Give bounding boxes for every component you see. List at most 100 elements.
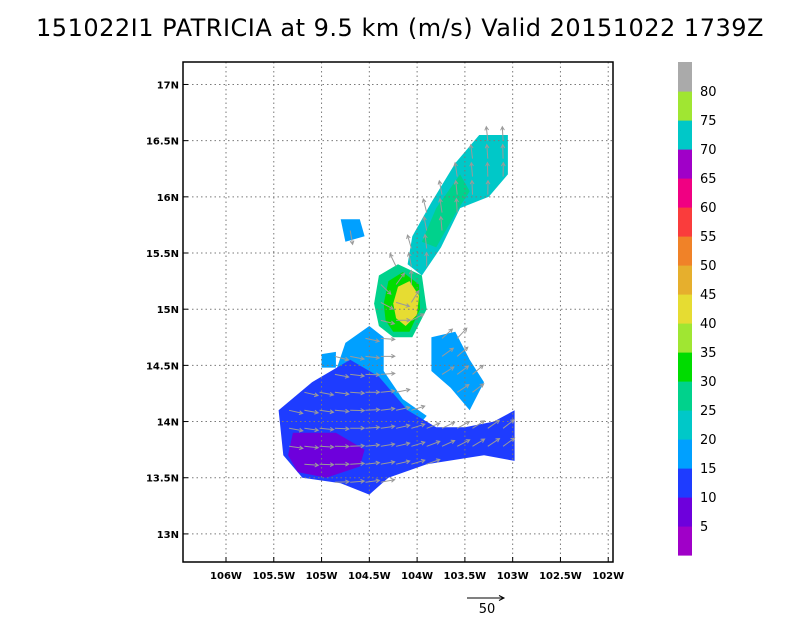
wind-region-4 <box>393 281 419 326</box>
wind-vector <box>319 444 335 450</box>
wind-vector <box>423 233 428 249</box>
colorbar-swatch <box>678 120 692 150</box>
wind-vector <box>426 458 441 465</box>
wind-vector <box>380 353 396 359</box>
wind-vector <box>380 319 396 326</box>
y-tick-label: 16.5N <box>146 137 179 148</box>
wind-vector <box>438 215 444 231</box>
wind-vector <box>484 143 490 159</box>
wind-vectors <box>288 125 516 485</box>
wind-region-1 <box>421 174 470 248</box>
wind-vector <box>395 387 411 393</box>
wind-vector <box>422 215 428 231</box>
wind-vector <box>380 424 396 429</box>
wind-vector <box>395 441 411 447</box>
wind-vector <box>421 197 428 213</box>
wind-vector <box>456 346 469 357</box>
y-tick-label: 13.5N <box>146 474 179 485</box>
wind-vector <box>304 427 320 433</box>
wind-vector <box>456 365 470 375</box>
wind-vector <box>365 389 381 395</box>
y-axis-ticks: 13N 13.5N 14N 14.5N 15N 15.5N 16N 16.5N 17N <box>146 80 188 541</box>
colorbar-swatch <box>678 294 692 324</box>
y-tick-label: 14.5N <box>146 361 179 372</box>
wind-vector <box>389 252 397 267</box>
wind-vector <box>453 161 458 177</box>
colorbar-swatch <box>678 178 692 208</box>
wind-vector <box>411 313 425 321</box>
wind-vector <box>334 355 350 362</box>
y-tick-label: 15N <box>157 305 179 316</box>
colorbar-swatch <box>678 381 692 411</box>
wind-vector <box>319 462 335 467</box>
wind-vector <box>304 409 320 415</box>
wind-vector <box>456 439 471 447</box>
wind-region-9 <box>340 219 365 242</box>
wind-vector <box>441 328 454 339</box>
x-axis-ticks: 106W 105.5W 105W 104.5W 104W 103.5W 103W 102.5W… <box>210 557 624 582</box>
colorbar-label: 55 <box>700 230 717 245</box>
wind-vector <box>395 272 406 285</box>
wind-vector <box>456 384 470 393</box>
colorbar-label: 10 <box>700 491 717 506</box>
wind-vector <box>350 443 366 449</box>
wind-vector <box>304 445 320 450</box>
wind-vector <box>485 161 490 177</box>
x-tick-label: 104W <box>401 571 433 582</box>
colorbar-label: 35 <box>700 346 717 361</box>
wind-vector <box>319 391 335 397</box>
colorbar-swatch <box>678 207 692 237</box>
wind-vector <box>365 425 381 430</box>
colorbar-swatch <box>678 265 692 295</box>
wind-vector <box>349 230 355 246</box>
colorbar-label: 5 <box>700 520 708 535</box>
wind-vector <box>380 460 396 465</box>
wind-vector <box>334 479 350 485</box>
wind-vector <box>410 289 420 303</box>
x-tick-label: 102.5W <box>539 571 582 582</box>
reference-arrow-label: 50 <box>479 602 496 617</box>
wind-vector <box>380 388 396 394</box>
wind-vector <box>365 355 381 360</box>
colorbar-swatch <box>678 410 692 440</box>
wind-vector <box>500 161 506 177</box>
wind-vector <box>469 161 474 177</box>
colorbar-label: 60 <box>700 201 717 216</box>
colorbar-label: 45 <box>700 288 717 303</box>
wind-vector <box>469 179 475 195</box>
wind-vector <box>407 251 412 267</box>
wind-vector <box>424 251 429 267</box>
chart-title: 151022I1 PATRICIA at 9.5 km (m/s) Valid … <box>36 14 764 42</box>
wind-vector <box>350 408 366 413</box>
wind-vector <box>350 461 366 466</box>
wind-vector <box>456 327 468 339</box>
x-tick-label: 104.5W <box>348 571 391 582</box>
wind-vector <box>380 336 396 342</box>
colorbar: 5 10 15 20 25 30 35 40 45 50 55 60 65 70 75 80 <box>678 62 717 556</box>
wind-vector <box>395 423 411 429</box>
wind-vector <box>395 405 411 411</box>
wind-vector <box>334 408 350 414</box>
colorbar-label: 20 <box>700 433 717 448</box>
wind-vector <box>380 284 392 295</box>
wind-vector <box>365 442 381 448</box>
wind-vector <box>289 427 304 433</box>
plot-frame <box>182 61 614 563</box>
wind-vector <box>350 425 366 431</box>
wind-vector <box>502 419 516 429</box>
wind-vector <box>365 478 381 484</box>
reference-arrow <box>467 595 506 601</box>
wind-vector <box>350 373 366 378</box>
wind-vector <box>484 125 490 141</box>
wind-vector <box>334 373 350 379</box>
wind-vector <box>487 438 501 447</box>
wind-region-10 <box>321 351 336 368</box>
vector-reference: 50 <box>467 595 506 617</box>
wind-vector <box>472 420 486 429</box>
colorbar-swatch <box>678 149 692 179</box>
wind-vector <box>500 125 505 141</box>
wind-vector <box>411 422 426 429</box>
y-tick-label: 17N <box>157 80 179 91</box>
wind-vector <box>365 337 381 343</box>
wind-vector <box>454 197 459 213</box>
